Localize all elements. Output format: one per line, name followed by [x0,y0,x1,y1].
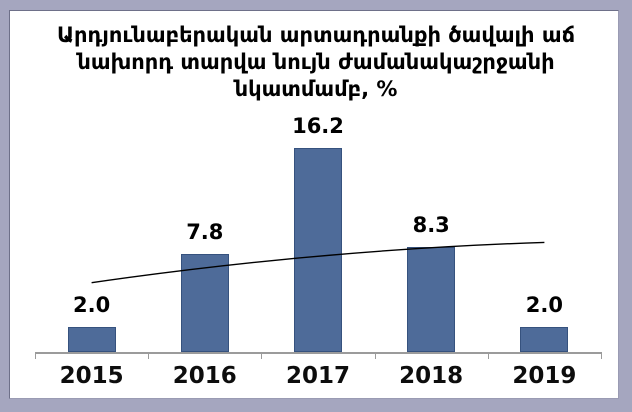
x-axis-line [35,352,601,354]
bar-2019 [520,326,569,352]
x-axis-tick [487,352,489,359]
bar-value-label-2016: 7.8 [186,219,224,244]
bar-value-label-2015: 2.0 [72,292,111,317]
x-axis-label-2015: 2015 [59,363,124,389]
title-line-3: նկատմամբ, % [234,77,398,101]
x-axis-label-2019: 2019 [512,363,577,389]
chart-title: Արդյունաբերական արտադրանքի ծավալի աճ նախ… [0,22,632,103]
bar-2017 [294,147,342,352]
title-line-1: Արդյունաբերական արտադրանքի ծավալի աճ [56,23,576,47]
bar-value-label-2018: 8.3 [412,213,450,238]
x-axis-label-2018: 2018 [399,363,464,389]
bar-2016 [180,253,229,352]
title-line-2: նախորդ տարվա նույն ժամանակաշրջանի [77,50,555,74]
bar-value-label-2019: 2.0 [525,292,563,317]
x-axis-tick [261,352,263,359]
x-axis-tick [374,352,376,359]
x-axis-tick [35,352,36,359]
bar-2015 [67,326,116,352]
x-axis-label-2017: 2017 [285,363,350,389]
bar-2018 [407,247,456,352]
x-axis-label-2016: 2016 [172,363,237,389]
bar-value-label-2017: 16.2 [292,113,344,138]
x-axis-tick [601,352,602,359]
x-axis-tick [148,352,150,359]
